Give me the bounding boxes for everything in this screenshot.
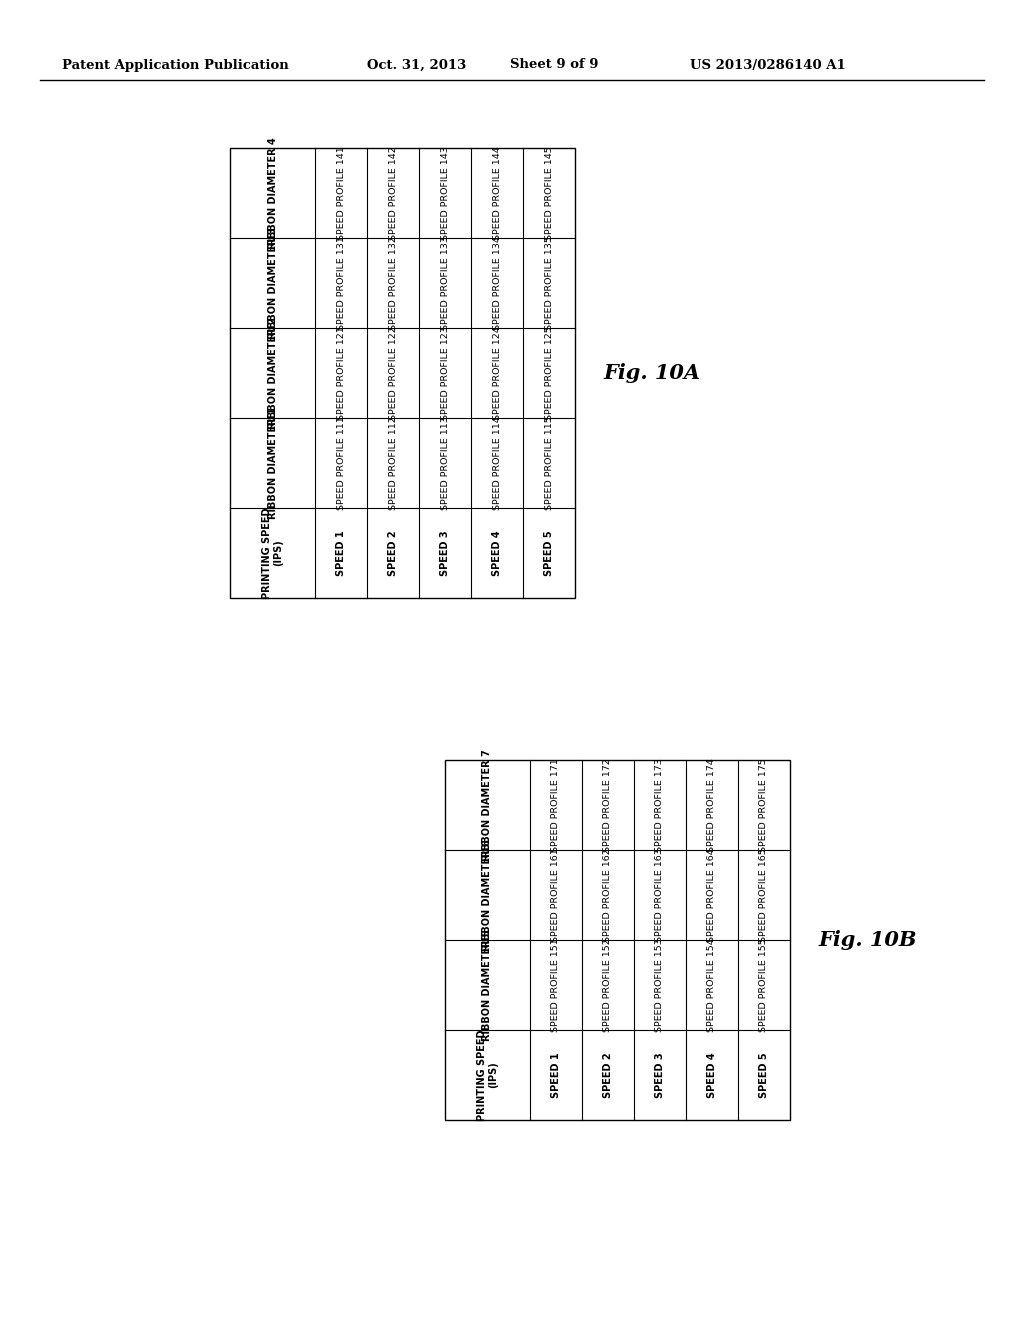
Text: SPEED PROFILE 113: SPEED PROFILE 113	[440, 416, 450, 510]
Text: SPEED PROFILE 165: SPEED PROFILE 165	[760, 849, 768, 942]
Text: SPEED PROFILE 145: SPEED PROFILE 145	[545, 147, 554, 240]
Text: SPEED PROFILE 114: SPEED PROFILE 114	[493, 416, 502, 510]
Text: SPEED PROFILE 121: SPEED PROFILE 121	[337, 326, 345, 420]
Text: SPEED PROFILE 174: SPEED PROFILE 174	[708, 758, 717, 851]
Text: SPEED PROFILE 115: SPEED PROFILE 115	[545, 416, 554, 510]
Text: PRINTING SPEED
(IPS): PRINTING SPEED (IPS)	[262, 507, 284, 599]
Text: SPEED PROFILE 164: SPEED PROFILE 164	[708, 849, 717, 942]
Text: SPEED PROFILE 125: SPEED PROFILE 125	[545, 326, 554, 420]
Text: SPEED PROFILE 123: SPEED PROFILE 123	[440, 326, 450, 420]
Text: SPEED 5: SPEED 5	[544, 531, 554, 576]
Text: SPEED PROFILE 111: SPEED PROFILE 111	[337, 416, 345, 510]
Text: SPEED PROFILE 155: SPEED PROFILE 155	[760, 939, 768, 1032]
Text: RIBBON DIAMETER 3: RIBBON DIAMETER 3	[267, 227, 278, 339]
Text: RIBBON DIAMETER 1: RIBBON DIAMETER 1	[267, 407, 278, 519]
Text: SPEED PROFILE 131: SPEED PROFILE 131	[337, 236, 345, 330]
Text: RIBBON DIAMETER 7: RIBBON DIAMETER 7	[482, 750, 493, 861]
Text: SPEED 4: SPEED 4	[492, 531, 502, 576]
Text: SPEED 5: SPEED 5	[759, 1052, 769, 1098]
Text: PRINTING SPEED
(IPS): PRINTING SPEED (IPS)	[477, 1030, 499, 1121]
Text: SPEED PROFILE 144: SPEED PROFILE 144	[493, 147, 502, 240]
Text: SPEED PROFILE 154: SPEED PROFILE 154	[708, 939, 717, 1032]
Text: SPEED 1: SPEED 1	[336, 531, 346, 576]
Text: SPEED 3: SPEED 3	[655, 1052, 665, 1098]
Text: SPEED PROFILE 163: SPEED PROFILE 163	[655, 847, 665, 942]
Text: SPEED PROFILE 134: SPEED PROFILE 134	[493, 236, 502, 330]
Text: SPEED 2: SPEED 2	[603, 1052, 613, 1098]
Text: US 2013/0286140 A1: US 2013/0286140 A1	[690, 58, 846, 71]
Text: SPEED PROFILE 141: SPEED PROFILE 141	[337, 147, 345, 240]
Bar	[230, 148, 575, 598]
Text: SPEED 1: SPEED 1	[551, 1052, 561, 1098]
Text: SPEED PROFILE 161: SPEED PROFILE 161	[552, 849, 560, 942]
Text: SPEED PROFILE 175: SPEED PROFILE 175	[760, 758, 768, 851]
Text: SPEED PROFILE 172: SPEED PROFILE 172	[603, 758, 612, 851]
Text: SPEED PROFILE 152: SPEED PROFILE 152	[603, 939, 612, 1032]
Text: SPEED PROFILE 171: SPEED PROFILE 171	[552, 758, 560, 851]
Text: Fig. 10A: Fig. 10A	[603, 363, 700, 383]
Text: SPEED PROFILE 151: SPEED PROFILE 151	[552, 939, 560, 1032]
Text: SPEED PROFILE 135: SPEED PROFILE 135	[545, 236, 554, 330]
Text: RIBBON DIAMETER 6: RIBBON DIAMETER 6	[482, 840, 493, 950]
Text: Sheet 9 of 9: Sheet 9 of 9	[510, 58, 598, 71]
Text: Patent Application Publication: Patent Application Publication	[62, 58, 289, 71]
Text: SPEED 3: SPEED 3	[440, 531, 450, 576]
Text: SPEED PROFILE 133: SPEED PROFILE 133	[440, 236, 450, 330]
Text: SPEED PROFILE 142: SPEED PROFILE 142	[388, 147, 397, 240]
Text: SPEED PROFILE 143: SPEED PROFILE 143	[440, 147, 450, 240]
Text: SPEED PROFILE 124: SPEED PROFILE 124	[493, 326, 502, 420]
Text: SPEED PROFILE 132: SPEED PROFILE 132	[388, 236, 397, 330]
Text: SPEED PROFILE 122: SPEED PROFILE 122	[388, 326, 397, 420]
Text: SPEED PROFILE 173: SPEED PROFILE 173	[655, 758, 665, 851]
Bar	[445, 760, 790, 1119]
Text: RIBBON DIAMETER 5: RIBBON DIAMETER 5	[482, 929, 493, 1041]
Text: SPEED PROFILE 162: SPEED PROFILE 162	[603, 849, 612, 942]
Text: Fig. 10B: Fig. 10B	[818, 931, 916, 950]
Text: Oct. 31, 2013: Oct. 31, 2013	[367, 58, 466, 71]
Text: SPEED PROFILE 112: SPEED PROFILE 112	[388, 416, 397, 510]
Text: RIBBON DIAMETER 2: RIBBON DIAMETER 2	[267, 317, 278, 429]
Text: SPEED 4: SPEED 4	[707, 1052, 717, 1098]
Text: SPEED PROFILE 153: SPEED PROFILE 153	[655, 939, 665, 1032]
Text: RIBBON DIAMETER 4: RIBBON DIAMETER 4	[267, 137, 278, 249]
Text: SPEED 2: SPEED 2	[388, 531, 398, 576]
